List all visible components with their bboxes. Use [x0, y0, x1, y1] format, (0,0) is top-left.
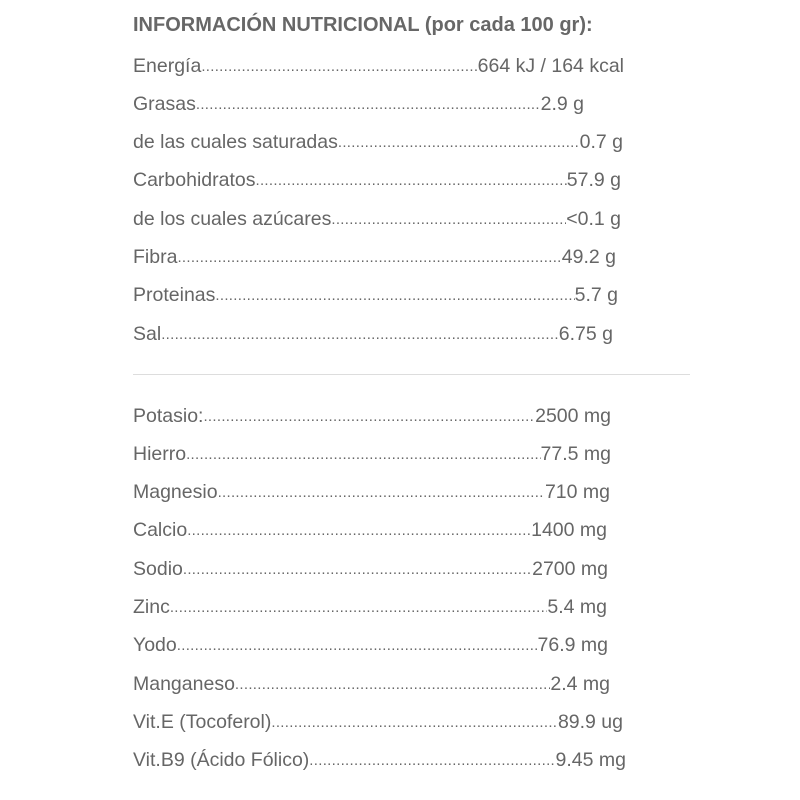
- nutrients-list: Energía 664 kJ / 164 kcal Grasas 2.9 g de …: [133, 52, 624, 358]
- mineral-label: Zinc: [133, 595, 170, 618]
- nutrient-label: de las cuales saturadas: [133, 131, 338, 154]
- nutrient-value: 57.9 g: [566, 169, 621, 192]
- mineral-label: Yodo: [133, 634, 177, 657]
- dot-leader: [170, 593, 548, 613]
- nutrient-label: Grasas: [133, 92, 196, 115]
- mineral-row: Vit.B9 (Ácido Fólico) 9.45 mg: [133, 747, 626, 785]
- nutrition-title: INFORMACIÓN NUTRICIONAL (por cada 100 gr…: [133, 14, 593, 36]
- dot-leader: [161, 320, 559, 339]
- mineral-label: Sodio: [133, 557, 183, 580]
- dot-leader: [196, 90, 541, 110]
- nutrient-label: Sal: [133, 322, 162, 345]
- dot-leader: [309, 747, 555, 766]
- nutrient-row: de los cuales azúcares <0.1 g: [133, 205, 621, 243]
- mineral-row: Calcio 1400 mg: [133, 517, 607, 555]
- nutrient-label: de los cuales azúcares: [133, 207, 332, 230]
- mineral-row: Hierro 77.5 mg: [133, 440, 611, 478]
- mineral-value: 710 mg: [544, 481, 610, 504]
- dot-leader: [201, 52, 477, 71]
- nutrient-row: Grasas 2.9 g: [133, 90, 584, 128]
- nutrient-label: Carbohidratos: [133, 169, 256, 192]
- nutrient-row: Energía 664 kJ / 164 kcal: [133, 52, 624, 90]
- dot-leader: [331, 205, 566, 225]
- mineral-label: Calcio: [133, 519, 188, 542]
- nutrient-value: 6.75 g: [558, 322, 613, 345]
- mineral-label: Manganeso: [133, 672, 235, 695]
- nutrient-row: Proteinas 5.7 g: [133, 282, 618, 320]
- mineral-row: Potasio: 2500 mg: [133, 402, 611, 440]
- mineral-value: 89.9 ug: [557, 710, 623, 733]
- mineral-label: Vit.B9 (Ácido Fólico): [133, 749, 310, 772]
- nutrient-value: 2.9 g: [540, 92, 584, 115]
- nutrient-label: Energía: [133, 54, 202, 77]
- mineral-row: Sodio 2700 mg: [133, 555, 608, 593]
- mineral-label: Hierro: [133, 442, 187, 465]
- mineral-label: Magnesio: [133, 481, 218, 504]
- nutrient-row: Sal 6.75 g: [133, 320, 613, 358]
- mineral-value: 1400 mg: [531, 519, 607, 542]
- mineral-row: Zinc 5.4 mg: [133, 593, 607, 631]
- nutrient-row: Carbohidratos 57.9 g: [133, 167, 621, 205]
- dot-leader: [187, 517, 531, 536]
- nutrient-value: 5.7 g: [574, 284, 618, 307]
- nutrient-row: de las cuales saturadas 0.7 g: [133, 129, 623, 167]
- dot-leader: [203, 402, 535, 421]
- mineral-row: Manganeso 2.4 mg: [133, 670, 610, 708]
- nutrient-value: <0.1 g: [566, 207, 621, 230]
- mineral-value: 5.4 mg: [547, 595, 607, 618]
- nutrient-label: Fibra: [133, 245, 178, 268]
- dot-leader: [338, 129, 580, 148]
- mineral-value: 76.9 mg: [537, 634, 608, 657]
- dot-leader: [235, 670, 550, 689]
- mineral-value: 77.5 mg: [540, 442, 611, 465]
- nutrient-row: Fibra 49.2 g: [133, 243, 616, 281]
- nutrient-value: 0.7 g: [579, 131, 623, 154]
- mineral-value: 2700 mg: [532, 557, 608, 580]
- dot-leader: [183, 555, 532, 575]
- nutrient-value: 49.2 g: [561, 245, 616, 268]
- dot-leader: [186, 440, 540, 460]
- mineral-row: Vit.E (Tocoferol) 89.9 ug: [133, 708, 623, 746]
- mineral-value: 9.45 mg: [555, 749, 626, 772]
- minerals-list: Potasio: 2500 mg Hierro 77.5 mg Magnesio 71…: [133, 402, 626, 785]
- mineral-row: Yodo 76.9 mg: [133, 632, 608, 670]
- dot-leader: [177, 243, 561, 263]
- mineral-row: Magnesio 710 mg: [133, 479, 610, 517]
- dot-leader: [255, 167, 566, 186]
- nutrient-value: 664 kJ / 164 kcal: [477, 54, 624, 77]
- nutrient-label: Proteinas: [133, 284, 216, 307]
- dot-leader: [215, 282, 574, 301]
- dot-leader: [177, 632, 538, 651]
- mineral-value: 2500 mg: [535, 404, 611, 427]
- section-divider: [133, 374, 690, 375]
- mineral-label: Potasio:: [133, 404, 204, 427]
- mineral-label: Vit.E (Tocoferol): [133, 710, 272, 733]
- dot-leader: [218, 479, 545, 498]
- dot-leader: [271, 708, 558, 728]
- mineral-value: 2.4 mg: [550, 672, 610, 695]
